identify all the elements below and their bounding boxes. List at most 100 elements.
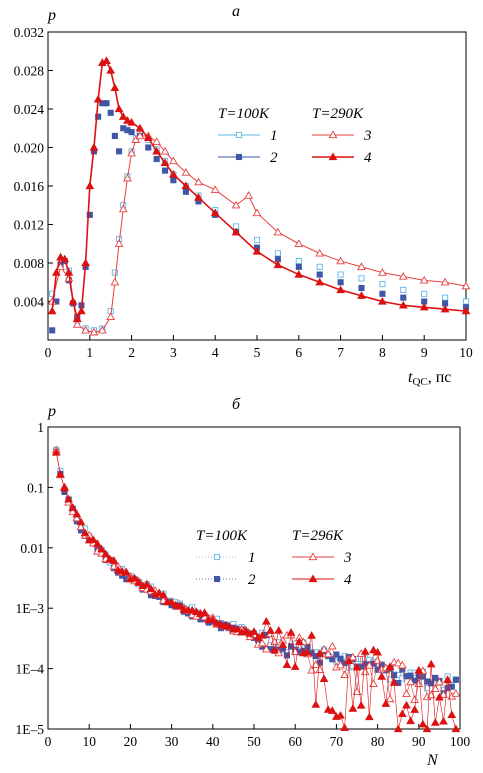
series-4-point <box>175 601 185 609</box>
panel-b-legend: T=100K T=296K 1 2 3 4 <box>196 528 352 588</box>
series-4-point <box>97 544 106 553</box>
series-4-point <box>114 104 124 113</box>
series-4-point <box>208 615 218 624</box>
series-3-point <box>385 694 395 703</box>
series-3-point <box>81 325 90 334</box>
series-4-point <box>319 674 329 682</box>
legend-a-item-4: 4 <box>312 150 372 166</box>
series-4-point <box>85 181 95 190</box>
y-tick-label: 0.016 <box>14 179 45 194</box>
series-4-point <box>440 304 450 313</box>
series-3-point <box>210 185 220 194</box>
series-4-point <box>224 621 234 630</box>
series-4-point <box>315 649 325 657</box>
series-3-point <box>152 137 162 145</box>
series-4-point <box>249 627 259 635</box>
series-4-point <box>106 65 116 74</box>
series-1-point <box>274 250 281 257</box>
series-4-point <box>200 608 209 616</box>
series-4-point <box>142 579 152 588</box>
series-3-point <box>352 687 362 695</box>
series-4-point <box>72 314 82 322</box>
series-4 <box>47 56 471 322</box>
series-4 <box>51 448 461 733</box>
y-tick-label: 0.020 <box>14 141 45 156</box>
y-tick-label: 1E–4 <box>16 662 45 677</box>
y-tick-label: 0.024 <box>14 102 45 117</box>
x-tick-label: 7 <box>337 345 344 360</box>
series-4-point <box>88 535 98 544</box>
series-3-point <box>114 239 124 247</box>
series-4-point <box>121 567 131 576</box>
x-tick-label: 10 <box>82 734 96 749</box>
series-4-point <box>210 208 220 217</box>
series-3-point <box>393 658 403 667</box>
series-4-point <box>443 675 453 683</box>
y-tick-label: 0.004 <box>14 295 45 310</box>
y-tick-label: 0.028 <box>14 64 45 79</box>
series-3-point <box>439 690 448 698</box>
series-4-point <box>294 637 304 645</box>
series-2-point <box>358 284 365 292</box>
x-tick-label: 5 <box>254 345 261 360</box>
series-4-point <box>252 246 262 255</box>
series-4-point <box>378 296 387 305</box>
series-3-point <box>364 660 374 669</box>
legend-b-item-1: 1 <box>196 550 256 566</box>
series-4-point <box>72 509 82 518</box>
series-4-point <box>76 517 86 526</box>
series-4-point <box>373 647 382 656</box>
legend-a-label-3: 3 <box>363 128 372 144</box>
series-4-point <box>64 494 73 503</box>
series-3-point <box>406 677 415 686</box>
series-3-point <box>169 156 178 165</box>
series-4-point <box>270 645 279 654</box>
series-3-point <box>369 679 378 688</box>
series-3-point <box>461 281 471 290</box>
panel-b: б p N 0 10 20 30 40 50 60 70 80 90 100 1 0.1 0.01 1E–3… <box>16 396 471 769</box>
series-4-point <box>422 724 432 733</box>
series-3 <box>51 445 461 703</box>
series-3-point <box>89 327 99 336</box>
series-4-point <box>419 302 429 311</box>
series-4-point <box>51 448 61 456</box>
series-3-point <box>97 325 107 334</box>
series-2-point <box>95 113 102 120</box>
legend-b-marker-3 <box>308 552 318 561</box>
series-3-point <box>118 204 128 213</box>
series-4-point <box>55 469 65 478</box>
series-3-point <box>127 148 136 157</box>
series-3-point <box>315 248 325 257</box>
series-2-point <box>337 279 344 286</box>
series-4-point <box>402 700 411 709</box>
x-tick-label: 40 <box>206 734 220 749</box>
series-4-point <box>393 724 403 733</box>
series-4-point <box>369 645 378 654</box>
series-3-point <box>294 239 304 247</box>
series-1-point <box>442 294 449 301</box>
series-3 <box>47 131 471 336</box>
series-4-point <box>101 549 111 558</box>
legend-b-label-3: 3 <box>343 550 352 566</box>
series-4-point <box>102 56 111 65</box>
series-4-point <box>60 483 69 492</box>
series-4-point <box>169 169 178 178</box>
series-3-point <box>160 146 170 155</box>
series-4-point <box>435 692 444 701</box>
series-4-point <box>77 306 86 315</box>
x-tick-label: 1 <box>86 345 93 360</box>
series-4-point <box>146 584 156 593</box>
y-tick-label: 0.012 <box>14 218 44 233</box>
legend-a-item-2: 2 <box>218 150 278 166</box>
series-4-point <box>123 116 132 124</box>
series-4-point <box>430 718 440 726</box>
legend-a-label-1: 1 <box>270 128 278 144</box>
panel-a-label: a <box>232 3 240 20</box>
series-4-point <box>191 607 201 616</box>
legend-b-label-2: 2 <box>248 572 256 588</box>
series-4-point <box>152 146 162 155</box>
x-tick-label: 6 <box>295 345 302 360</box>
series-4-point <box>105 554 115 563</box>
series-4-point <box>233 624 242 633</box>
